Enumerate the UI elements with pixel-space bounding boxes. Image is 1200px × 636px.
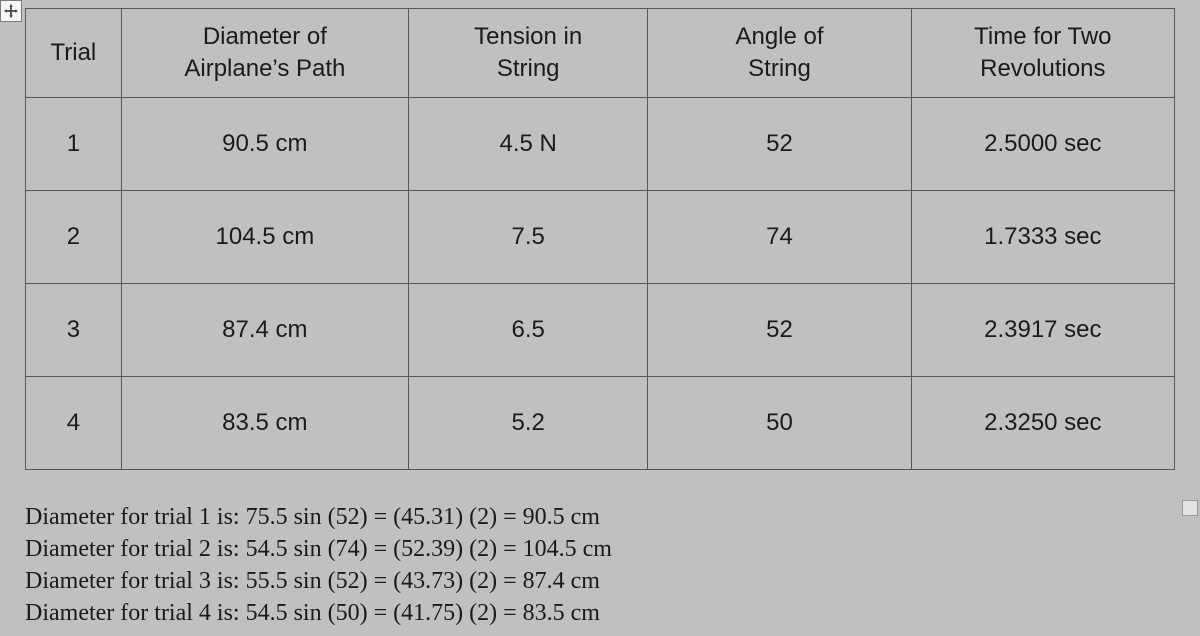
cell-diameter: 90.5 cm (121, 98, 408, 191)
col-header-time: Time for TwoRevolutions (911, 9, 1174, 98)
calc-line: Diameter for trial 4 is: 54.5 sin (50) =… (25, 598, 612, 628)
col-header-tension: Tension inString (408, 9, 647, 98)
experiment-table: Trial Diameter ofAirplane’s Path Tension… (25, 8, 1175, 470)
calc-line: Diameter for trial 2 is: 54.5 sin (74) =… (25, 534, 612, 564)
cell-trial: 1 (26, 98, 122, 191)
cell-angle: 50 (648, 377, 911, 470)
move-handle[interactable] (0, 0, 22, 22)
cell-tension: 7.5 (408, 191, 647, 284)
table-row: 3 87.4 cm 6.5 52 2.3917 sec (26, 284, 1175, 377)
table-header-row: Trial Diameter ofAirplane’s Path Tension… (26, 9, 1175, 98)
cell-diameter: 104.5 cm (121, 191, 408, 284)
cell-trial: 2 (26, 191, 122, 284)
move-icon (4, 4, 18, 18)
table-row: 2 104.5 cm 7.5 74 1.7333 sec (26, 191, 1175, 284)
cell-tension: 6.5 (408, 284, 647, 377)
cell-diameter: 87.4 cm (121, 284, 408, 377)
cell-time: 1.7333 sec (911, 191, 1174, 284)
cell-trial: 3 (26, 284, 122, 377)
calc-line: Diameter for trial 3 is: 55.5 sin (52) =… (25, 566, 612, 596)
col-header-angle: Angle ofString (648, 9, 911, 98)
cell-angle: 52 (648, 284, 911, 377)
calc-line: Diameter for trial 1 is: 75.5 sin (52) =… (25, 502, 612, 532)
cell-time: 2.3917 sec (911, 284, 1174, 377)
cell-time: 2.3250 sec (911, 377, 1174, 470)
col-header-trial: Trial (26, 9, 122, 98)
data-table-container: Trial Diameter ofAirplane’s Path Tension… (25, 8, 1175, 470)
cell-angle: 52 (648, 98, 911, 191)
cell-angle: 74 (648, 191, 911, 284)
cell-diameter: 83.5 cm (121, 377, 408, 470)
table-row: 1 90.5 cm 4.5 N 52 2.5000 sec (26, 98, 1175, 191)
cell-trial: 4 (26, 377, 122, 470)
col-header-diameter: Diameter ofAirplane’s Path (121, 9, 408, 98)
cell-tension: 4.5 N (408, 98, 647, 191)
cell-time: 2.5000 sec (911, 98, 1174, 191)
diameter-calculations: Diameter for trial 1 is: 75.5 sin (52) =… (25, 502, 612, 630)
resize-handle[interactable] (1182, 500, 1198, 516)
table-row: 4 83.5 cm 5.2 50 2.3250 sec (26, 377, 1175, 470)
cell-tension: 5.2 (408, 377, 647, 470)
